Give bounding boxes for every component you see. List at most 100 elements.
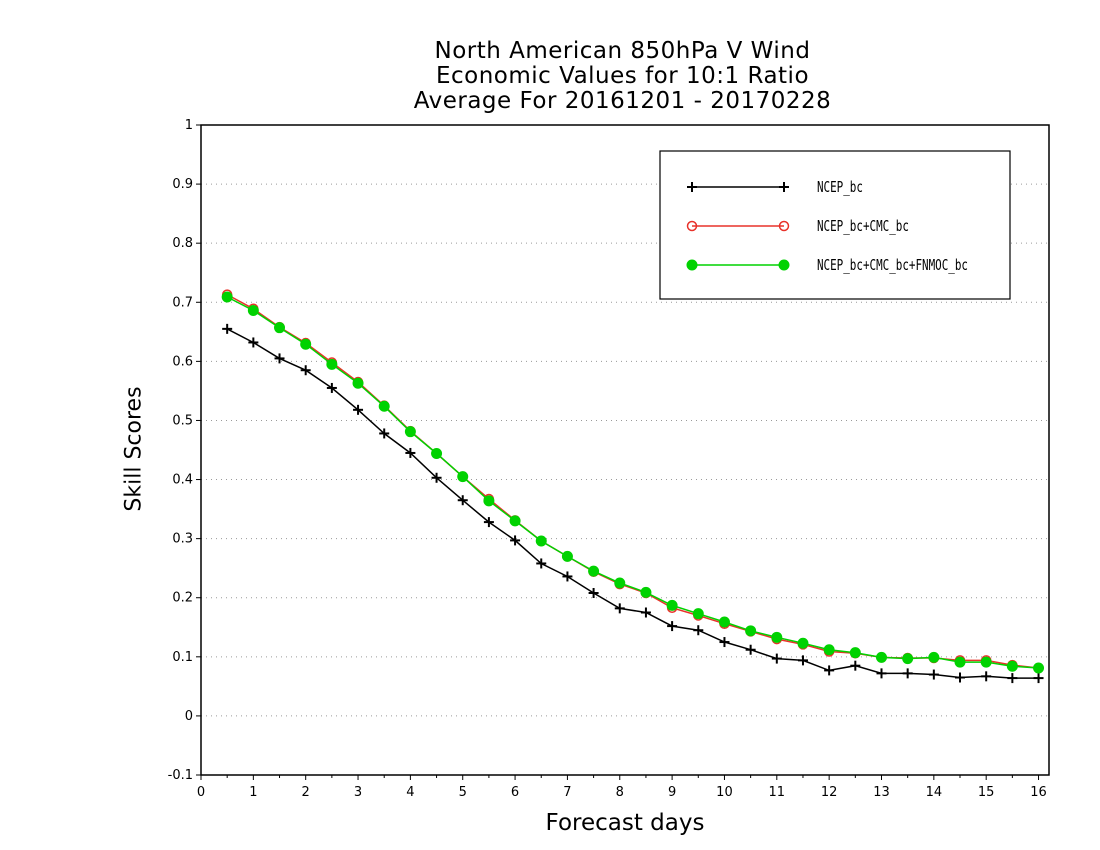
data-point <box>614 603 625 614</box>
x-tick-label: 8 <box>616 785 624 800</box>
x-axis-label: Forecast days <box>545 810 705 836</box>
x-tick-label: 10 <box>716 785 733 800</box>
y-tick-label: 0.6 <box>172 354 193 369</box>
x-tick-label: 15 <box>978 785 995 800</box>
data-point <box>300 338 312 350</box>
data-point <box>404 426 416 438</box>
data-point <box>640 607 651 618</box>
plot-frame <box>200 124 1050 776</box>
y-tick-label: 0.1 <box>172 650 193 665</box>
data-point <box>509 515 521 527</box>
data-point <box>666 599 678 611</box>
data-point <box>955 672 966 683</box>
data-point <box>457 471 469 483</box>
data-point <box>902 668 913 679</box>
legend-marker-start <box>686 259 698 271</box>
data-point <box>1006 660 1018 672</box>
data-point <box>640 586 652 598</box>
y-tick-label: 0.9 <box>172 177 193 192</box>
y-tick-label: 0.8 <box>172 236 193 251</box>
legend-marker-end <box>778 259 790 271</box>
legend-entry-label: NCEP_bc+CMC_bc <box>817 218 909 235</box>
data-point <box>510 535 521 546</box>
data-point <box>378 400 390 412</box>
data-point <box>797 637 809 649</box>
data-point <box>588 565 600 577</box>
x-tick-label: 12 <box>821 785 838 800</box>
data-point <box>431 448 443 460</box>
data-point <box>928 669 939 680</box>
x-tick-label: 0 <box>197 785 205 800</box>
series-1 <box>221 289 1044 674</box>
legend-marker-start <box>687 182 697 192</box>
data-point <box>981 671 992 682</box>
legend-box <box>659 150 1011 300</box>
tick-layer: -0.100.10.20.30.40.50.60.70.80.910 1 2 3 4 5 6… <box>168 118 1047 800</box>
y-tick-label: 0.4 <box>172 473 193 488</box>
y-tick-label: 0.7 <box>172 295 193 310</box>
series-layer <box>221 289 1045 684</box>
x-tick-label: 14 <box>926 785 943 800</box>
data-point <box>823 644 835 656</box>
y-tick-label: 0 <box>185 709 193 724</box>
data-point <box>902 653 914 665</box>
data-point <box>954 656 966 668</box>
data-point <box>667 621 678 632</box>
data-point <box>588 588 599 598</box>
data-point <box>693 625 704 636</box>
data-point <box>692 608 704 620</box>
data-point <box>274 322 286 334</box>
x-tick-label: 5 <box>459 785 467 800</box>
legend-entry-label: NCEP_bc+CMC_bc+FNMOC_bc <box>817 257 968 274</box>
data-point <box>928 651 940 663</box>
x-tick-label: 4 <box>406 785 414 800</box>
legend-marker-end <box>778 220 790 232</box>
data-point <box>1033 662 1045 674</box>
data-point <box>274 353 285 364</box>
data-point <box>248 337 259 348</box>
data-point <box>483 495 495 507</box>
x-tick-label: 9 <box>668 785 676 800</box>
x-tick-label: 13 <box>873 785 890 800</box>
data-point <box>980 656 992 668</box>
y-tick-label: 1 <box>185 118 193 133</box>
series-0 <box>222 323 1044 684</box>
data-point <box>771 631 783 643</box>
data-point <box>875 651 887 663</box>
data-point <box>719 637 730 648</box>
data-point <box>457 495 468 506</box>
data-point <box>221 291 233 303</box>
legend: NCEP_bc NCEP_bc+CMC_bc NCEP_bc+CMC_bc+FNMO… <box>659 150 1011 300</box>
data-point <box>300 365 311 376</box>
data-point <box>562 571 573 582</box>
chart-title-line-2: Economic Values for 10:1 Ratio <box>435 63 810 89</box>
x-tick-label: 16 <box>1030 785 1047 800</box>
data-point <box>353 404 364 415</box>
data-point <box>326 382 337 393</box>
series-line <box>226 293 1039 669</box>
chart-title-line-1: North American 850hPa V Wind <box>434 38 811 64</box>
x-tick-label: 3 <box>354 785 362 800</box>
data-point <box>850 660 861 671</box>
y-tick-label: 0.3 <box>172 532 193 547</box>
series-2 <box>221 291 1045 674</box>
x-tick-label: 1 <box>249 785 257 800</box>
y-tick-label: -0.1 <box>168 768 193 783</box>
y-tick-label: 0.2 <box>172 591 193 606</box>
x-tick-label: 6 <box>511 785 519 800</box>
data-point <box>797 655 808 666</box>
data-point <box>771 653 782 664</box>
data-point <box>849 647 861 659</box>
data-point <box>379 428 390 439</box>
x-tick-label: 2 <box>302 785 310 800</box>
legend-entry-label: NCEP_bc <box>817 179 863 196</box>
y-tick-label: 0.5 <box>172 413 193 428</box>
legend-marker-start <box>686 220 698 232</box>
data-point <box>247 305 259 317</box>
data-point <box>1007 673 1018 684</box>
data-point <box>326 358 338 370</box>
data-point <box>745 625 757 637</box>
data-point <box>535 535 547 547</box>
series-line <box>226 328 1039 679</box>
